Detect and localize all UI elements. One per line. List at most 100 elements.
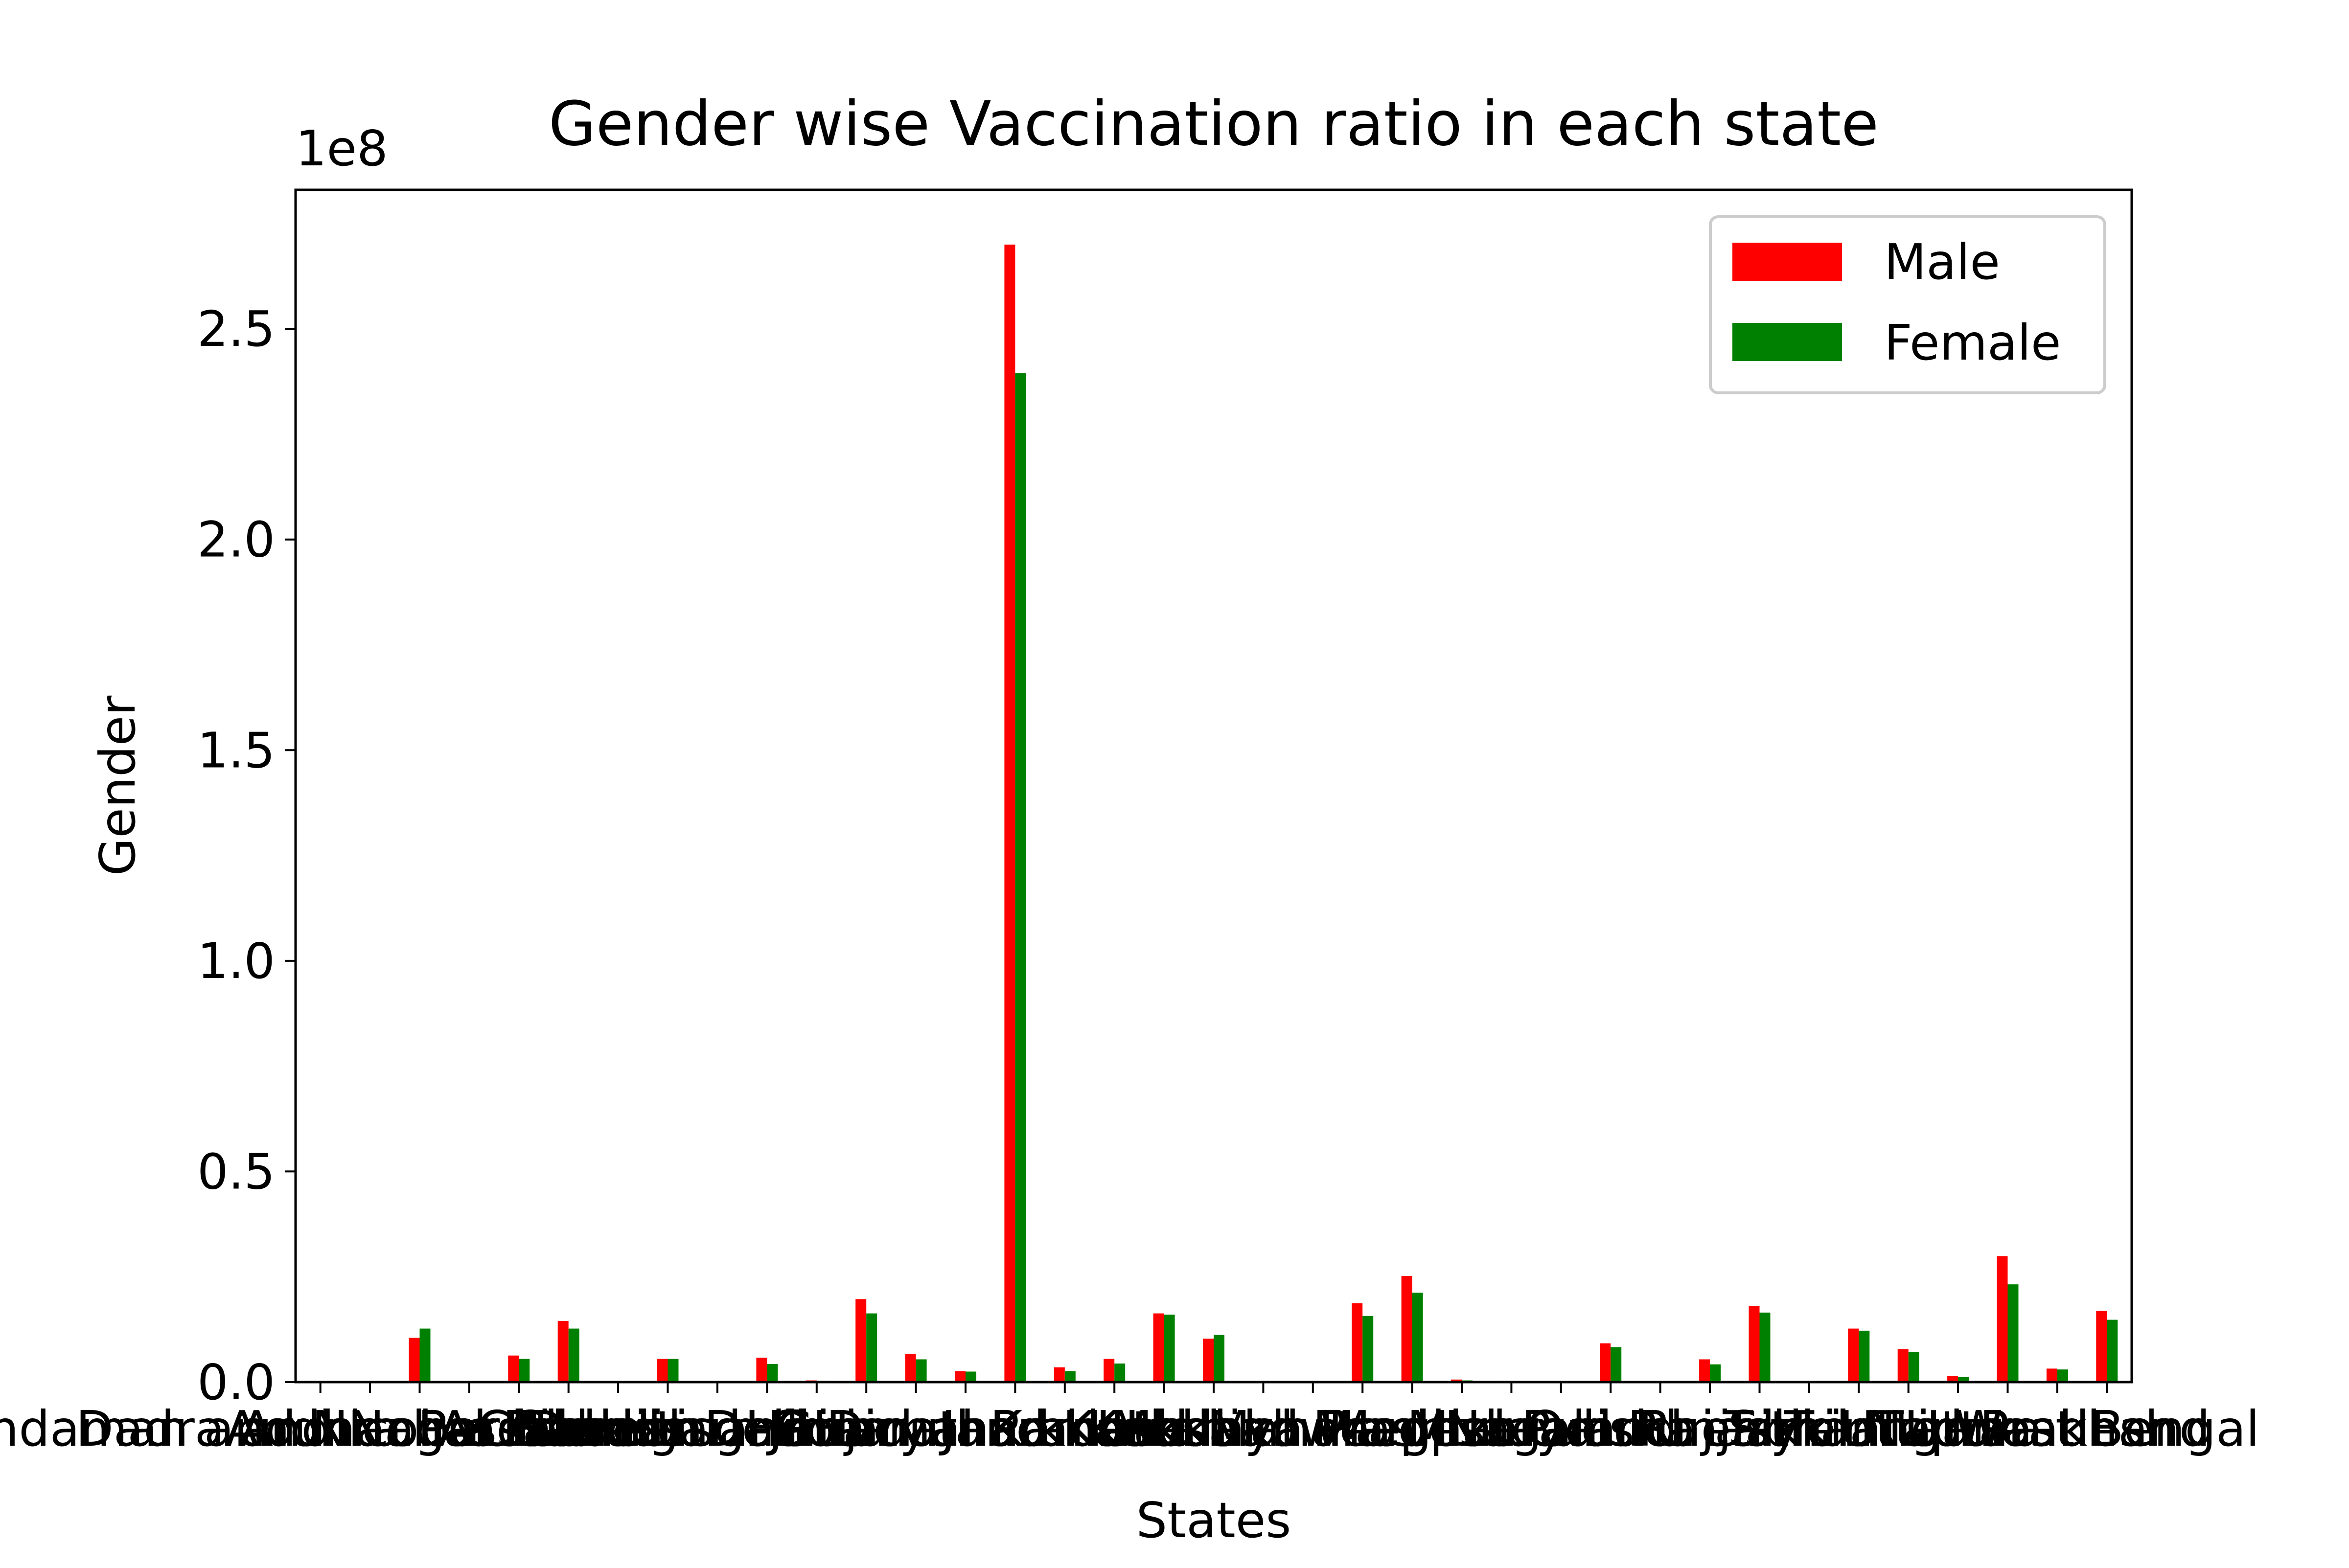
plot-frame (294, 188, 2133, 1384)
legend-swatch-male (1732, 243, 1842, 281)
legend-label-male: Male (1884, 233, 2000, 291)
bar-male-jammu-and-kashmir (1004, 244, 1015, 1383)
x-tick-label-uttarakhand: Uttarakhand (1905, 1400, 2211, 1457)
x-tick-label-meghalaya: Meghalaya (1328, 1400, 1595, 1457)
bar-male-bihar (557, 1321, 569, 1382)
x-tick-label-punjab: Punjab (1627, 1400, 1793, 1457)
x-tick-label-nagaland: Nagaland (1444, 1400, 1678, 1457)
x-tick-label-himachal-pradesh: Himachal Pradesh (745, 1400, 1186, 1457)
bar-male-himachal-pradesh (955, 1371, 966, 1382)
bar-female-uttarakhand (2057, 1369, 2068, 1382)
bar-male-rajasthan (1749, 1306, 1760, 1382)
x-tick-label-jharkhand: Jharkhand (938, 1400, 1188, 1457)
bar-male-tamil-nadu (1848, 1328, 1859, 1382)
bar-female-maharashtra (1362, 1316, 1374, 1382)
x-tick-label-daman-and-diu: Daman and Diu (527, 1400, 908, 1457)
bar-female-andhra-pradesh (419, 1328, 431, 1382)
x-tick-label-andhra-pradesh: Andhra Pradesh (225, 1400, 614, 1457)
x-tick-label-uttar-pradesh: Uttar Pradesh (1840, 1400, 2176, 1457)
x-tick-label-goa: Goa (768, 1400, 866, 1457)
x-tick-label-puducherry: Puducherry (1521, 1400, 1799, 1457)
bar-male-haryana (905, 1354, 916, 1382)
y-tick-label-2: 1.0 (197, 932, 275, 990)
x-tick-label-manipur: Manipur (1313, 1400, 1512, 1457)
x-tick-label-madhya-pradesh: Madhya Pradesh (1110, 1400, 1516, 1457)
bar-male-west-bengal (2096, 1311, 2107, 1382)
x-tick-label-karnataka: Karnataka (990, 1400, 1239, 1457)
legend-label-female: Female (1884, 314, 2061, 371)
x-tick-label-tamil-nadu: Tamil Nadu (1723, 1400, 1995, 1457)
bar-female-karnataka (1114, 1363, 1126, 1382)
bar-female-tamil-nadu (1859, 1330, 1870, 1382)
y-axis-ticks: 0.0 0.5 1.0 1.5 2.0 2.5 (197, 300, 296, 1411)
bar-male-maharashtra (1352, 1303, 1363, 1382)
bar-male-gujarat (855, 1299, 867, 1382)
x-tick-label-tripura: Tripura (1873, 1400, 2043, 1457)
bar-female-delhi (767, 1364, 778, 1382)
bar-female-west-bengal (2107, 1319, 2118, 1382)
x-tick-label-dadra-and-nagar-haveli: Dadra and Nagar Haveli (76, 1400, 664, 1457)
bar-female-manipur (1412, 1293, 1423, 1382)
bar-female-tripura (1958, 1377, 1969, 1382)
bar-male-kerala (1153, 1313, 1164, 1382)
bar-female-punjab (1710, 1364, 1721, 1382)
x-tick-label-maharashtra: Maharashtra (1208, 1400, 1517, 1457)
bar-female-himachal-pradesh (966, 1371, 976, 1382)
x-tick-label-haryana: Haryana (812, 1400, 1019, 1457)
bar-female-chhattisgarh (668, 1359, 679, 1382)
bar-female-uttar-pradesh (2007, 1284, 2019, 1382)
x-tick-label-assam: Assam (438, 1400, 600, 1457)
bars (409, 244, 2118, 1383)
chart-title: Gender wise Vaccination ratio in each st… (549, 89, 1879, 159)
x-tick-label-delhi: Delhi (704, 1400, 830, 1457)
bar-male-karnataka (1104, 1359, 1115, 1382)
x-axis-label: States (1136, 1492, 1291, 1549)
x-tick-label-jammu-and-kashmir: Jammu and Kashmir (766, 1400, 1262, 1457)
y-tick-label-3: 1.5 (197, 722, 275, 779)
x-tick-label-rajasthan: Rajasthan (1638, 1400, 1881, 1457)
y-tick-label-1: 0.5 (197, 1143, 275, 1200)
bar-female-kerala (1164, 1315, 1175, 1382)
y-axis-label: Gender (89, 695, 146, 876)
bar-male-manipur (1401, 1276, 1412, 1382)
bar-female-gujarat (866, 1313, 877, 1382)
bar-female-odisha (1611, 1347, 1622, 1382)
x-tick-label-chandigarh: Chandigarh (477, 1400, 760, 1457)
bar-male-meghalaya (1451, 1379, 1462, 1382)
x-tick-label-west-bengal: West Bengal (1954, 1400, 2259, 1457)
bar-female-bihar (568, 1328, 579, 1382)
y-tick-label-5: 2.5 (197, 300, 275, 358)
x-tick-label-mizoram: Mizoram (1407, 1400, 1616, 1457)
bar-male-assam (508, 1355, 519, 1382)
bar-male-ladakh (1203, 1339, 1214, 1382)
bar-male-telangana (1897, 1349, 1909, 1382)
bar-female-haryana (916, 1359, 927, 1382)
bar-male-odisha (1600, 1343, 1611, 1382)
bar-female-telangana (1908, 1352, 1919, 1382)
x-tick-label-arunachal-pradesh: Arunachal Pradesh (240, 1400, 699, 1457)
bar-male-punjab (1699, 1359, 1710, 1382)
bar-male-uttar-pradesh (1997, 1256, 2008, 1382)
bar-male-uttarakhand (2046, 1368, 2057, 1382)
x-tick-label-chhattisgarh: Chhattisgarh (510, 1400, 826, 1457)
x-tick-label-bihar: Bihar (505, 1400, 633, 1457)
x-tick-label-odisha: Odisha (1526, 1400, 1696, 1457)
bar-female-jharkhand (1064, 1371, 1076, 1382)
x-tick-label-kerala: Kerala (1087, 1400, 1241, 1457)
bar-female-rajasthan (1759, 1312, 1771, 1382)
x-tick-label-telangana: Telangana (1784, 1400, 2032, 1457)
x-tick-label-ladakh: Ladakh (1125, 1400, 1302, 1457)
x-tick-label-gujarat: Gujarat (775, 1400, 957, 1457)
x-tick-label-lakshadweep: Lakshadweep (1096, 1400, 1430, 1457)
bar-male-tripura (1947, 1376, 1958, 1382)
y-axis-offset-label: 1e8 (296, 120, 388, 177)
bar-male-delhi (756, 1358, 767, 1382)
legend: Male Female (1709, 215, 2106, 394)
bar-male-andhra-pradesh (409, 1338, 420, 1382)
bar-female-ladakh (1214, 1335, 1224, 1382)
y-tick-label-4: 2.0 (197, 511, 275, 568)
bar-male-jharkhand (1054, 1367, 1065, 1382)
